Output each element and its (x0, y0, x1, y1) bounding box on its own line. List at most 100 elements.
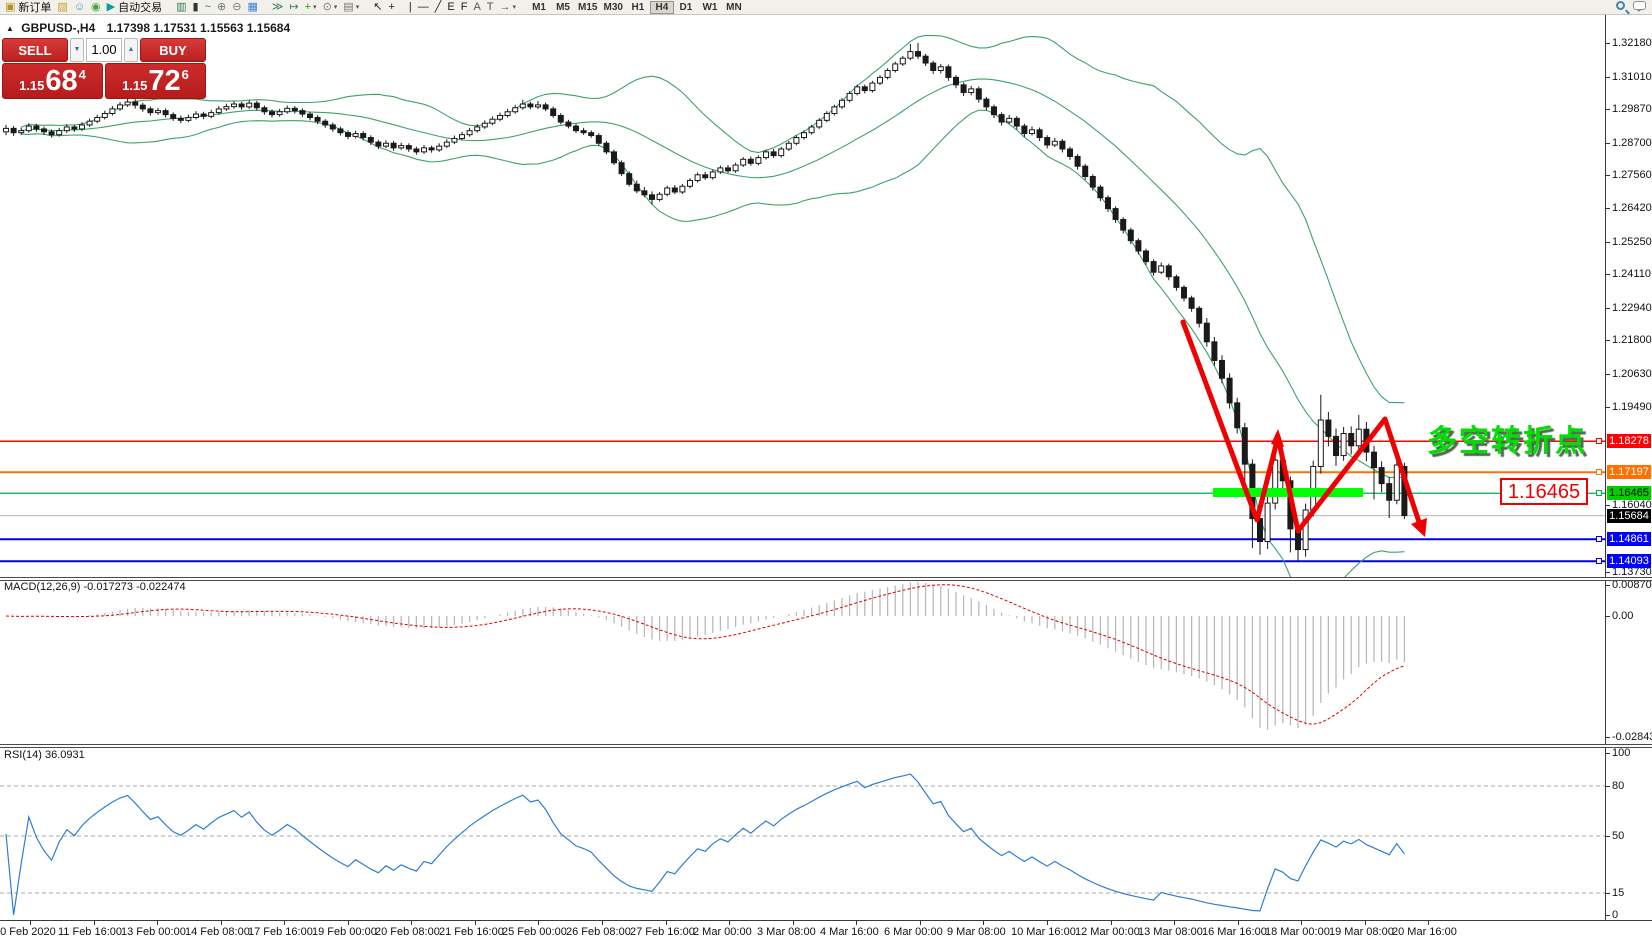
autotrading-icon[interactable]: ▶ 自动交易 (104, 0, 165, 15)
macd-pane[interactable] (0, 581, 1605, 744)
tile-windows-icon[interactable]: ▦ (244, 1, 260, 14)
sell-price-display[interactable]: 1.15 68 4 (2, 63, 103, 99)
line-handle[interactable] (1596, 438, 1602, 444)
candle-body (504, 111, 511, 116)
candle-body (390, 142, 397, 149)
candle-body (132, 101, 139, 106)
cursor-icon[interactable]: ↖ (370, 1, 385, 14)
candle-body (573, 125, 579, 132)
time-axis-label: 20 Mar 16:00 (1392, 926, 1457, 938)
candle-body (1074, 155, 1081, 167)
candle-body (717, 167, 724, 173)
zoom-out-icon[interactable]: ⊖ (229, 1, 244, 14)
add-indicator-button[interactable]: + ▾ (302, 1, 320, 14)
candle-body (253, 102, 260, 109)
bar-chart-icon[interactable]: ▥ (173, 1, 189, 14)
time-axis-label: 13 Mar 08:00 (1138, 926, 1203, 938)
candle-body (421, 147, 427, 153)
template-button[interactable]: ▤ ▾ (340, 1, 362, 14)
timeframe-button-d1[interactable]: D1 (679, 1, 693, 13)
timeframe-button-h4[interactable]: H4 (649, 0, 674, 14)
time-axis-tick (157, 920, 158, 925)
rsi-axis-tick (1605, 836, 1610, 837)
timeframe-button-m15[interactable]: M15 (578, 1, 598, 13)
line-chart-icon[interactable]: ~ (202, 1, 214, 14)
time-axis-label: 20 Feb 08:00 (375, 926, 440, 938)
buy-button[interactable]: BUY (140, 38, 206, 62)
candlestick-chart-icon[interactable]: ▮ (190, 1, 202, 14)
rsi-axis-tick (1605, 915, 1610, 916)
trend-zigzag-arrow[interactable] (1180, 319, 1424, 534)
trendline-icon: ╱ (434, 0, 442, 13)
chat-icon[interactable] (1633, 1, 1646, 12)
candle-body (1006, 117, 1013, 123)
rsi-pane[interactable] (0, 748, 1605, 920)
candle-body (1340, 432, 1347, 457)
time-axis-tick (475, 920, 476, 925)
sell-button[interactable]: SELL (2, 38, 68, 62)
buy-price-sup: 6 (181, 67, 189, 82)
autotrading-icon: ▶ (106, 0, 116, 13)
candle-body (611, 151, 617, 164)
timeframe-button-m5[interactable]: M5 (556, 1, 570, 13)
collapse-panel-icon[interactable]: ▲ (6, 24, 14, 33)
time-axis-tick (983, 920, 984, 925)
candle-body (79, 124, 85, 130)
chart-shift-icon[interactable]: ↦ (286, 1, 301, 14)
arrows-dropdown[interactable]: → ▾ (497, 1, 520, 14)
rsi-axis-tick (1605, 893, 1610, 894)
timeframe-button-m30[interactable]: M30 (603, 1, 623, 13)
pane-divider[interactable] (0, 577, 1652, 581)
candle-body (1196, 307, 1203, 324)
text-icon[interactable]: A (470, 1, 483, 14)
rsi-axis-tick (1605, 786, 1610, 787)
rsi-label: RSI(14) 36.0931 (4, 749, 85, 761)
auto-scroll-icon[interactable]: ≫ (269, 1, 287, 14)
candle-body (755, 157, 762, 164)
price-axis-tick-label: 1.25250 (1612, 236, 1652, 248)
new-order-icon[interactable]: ▣ 新订单 (2, 1, 54, 15)
styler-icon[interactable]: ▨ (54, 1, 70, 14)
crosshair-icon[interactable]: + (385, 1, 397, 14)
candle-body (1348, 432, 1355, 447)
trendline-icon[interactable]: ╱ (432, 1, 445, 14)
main-chart-pane[interactable] (0, 15, 1605, 577)
timeframe-button-mn[interactable]: MN (726, 1, 742, 13)
fibonacci-icon[interactable]: F (458, 1, 471, 14)
candle-body (1097, 186, 1104, 199)
line-handle[interactable] (1596, 490, 1602, 496)
equidistant-channel-icon[interactable]: E (444, 1, 457, 14)
text-label-icon[interactable]: T (484, 1, 497, 14)
vertical-line-icon[interactable]: | (406, 1, 415, 14)
candle-body (557, 114, 564, 123)
period-selector-button[interactable]: ⊙ ▾ (320, 1, 341, 14)
timeframe-button-w1[interactable]: W1 (702, 1, 718, 13)
timeframe-button-h1[interactable]: H1 (631, 1, 645, 13)
volume-decrease-button[interactable]: ▼ (70, 38, 84, 62)
profile-icon[interactable]: ☺ (71, 1, 88, 14)
zoom-in-icon[interactable]: ⊕ (214, 1, 229, 14)
candle-body (466, 130, 473, 136)
time-axis-label: 6 Mar 00:00 (884, 926, 943, 938)
candle-body (398, 145, 405, 149)
line-handle[interactable] (1596, 536, 1602, 542)
candle-body (185, 116, 192, 121)
price-axis-tick-label: 1.28700 (1612, 137, 1652, 149)
candle-body (831, 106, 838, 114)
buy-price-display[interactable]: 1.15 72 6 (105, 63, 206, 99)
line-handle[interactable] (1596, 558, 1602, 564)
timeframe-button-m1[interactable]: M1 (532, 1, 546, 13)
candle-body (595, 135, 602, 144)
signals-icon[interactable]: ◉ (88, 1, 104, 14)
volume-input[interactable]: 1.00 (86, 38, 122, 62)
rsi-axis-label: 80 (1612, 780, 1625, 792)
arrowhead-icon (1271, 429, 1284, 447)
time-axis-tick (30, 920, 31, 925)
line-handle[interactable] (1596, 469, 1602, 475)
pane-divider[interactable] (0, 744, 1652, 748)
search-icon[interactable] (1616, 1, 1625, 10)
volume-increase-button[interactable]: ▲ (124, 38, 138, 62)
price-axis-tick (1605, 340, 1610, 341)
candle-body (1203, 322, 1210, 343)
horizontal-line-icon[interactable]: — (415, 1, 432, 14)
